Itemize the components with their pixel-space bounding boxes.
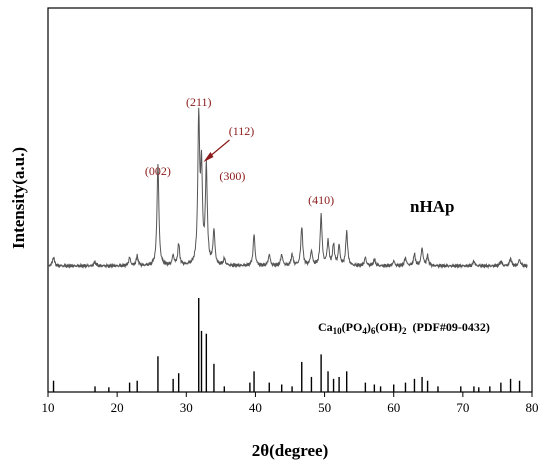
x-tick-label: 20 <box>111 400 124 415</box>
sample-label: nHAp <box>410 197 454 216</box>
nhap-pattern-line <box>47 107 528 270</box>
reference-label: Ca10(PO4)6(OH)2 (PDF#09-0432) <box>318 320 490 336</box>
annotation-arrow-head <box>203 152 214 162</box>
peak-label: (300) <box>219 169 245 183</box>
x-axis-title: 2θ(degree) <box>252 441 329 460</box>
peak-label: (410) <box>308 193 334 207</box>
peak-label: (211) <box>186 95 212 109</box>
peak-label: (112) <box>229 124 255 138</box>
peak-label: (002) <box>145 164 171 178</box>
reference-sticks <box>52 298 521 392</box>
x-tick-label: 40 <box>249 400 262 415</box>
y-axis-title: Intensity(a.u.) <box>9 147 28 249</box>
x-tick-label: 10 <box>42 400 55 415</box>
plot-frame <box>47 7 533 393</box>
x-tick-label: 80 <box>526 400 539 415</box>
x-tick-label: 50 <box>318 400 331 415</box>
x-tick-label: 60 <box>387 400 400 415</box>
nhap-pattern <box>47 107 528 270</box>
axes: 10 20 30 40 50 60 70 80 <box>42 7 539 415</box>
x-tick-label: 70 <box>456 400 469 415</box>
peak-annotations: (211) (112) (300) (002) (410) <box>145 95 334 207</box>
x-tick-label: 30 <box>180 400 193 415</box>
